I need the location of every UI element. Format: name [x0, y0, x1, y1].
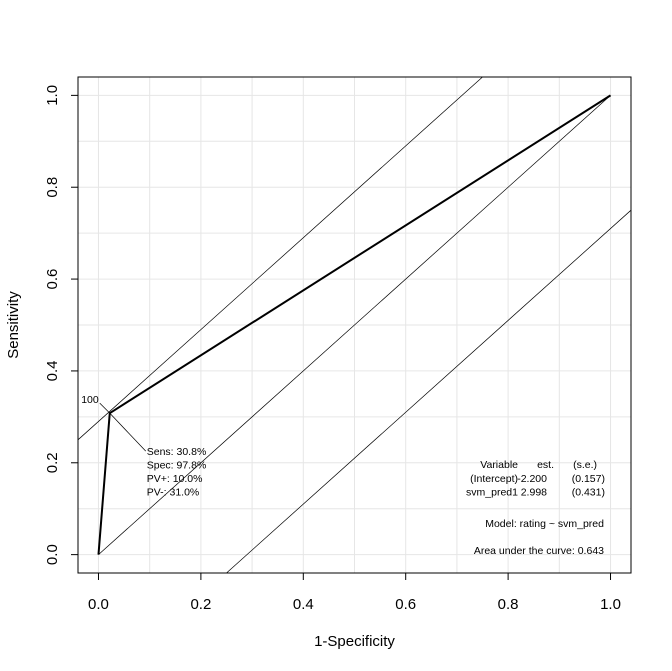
- x-tick-label: 0.2: [190, 596, 211, 613]
- auc-text: Area under the curve: 0.643: [474, 545, 604, 557]
- model-table-header: est.: [537, 459, 554, 471]
- y-tick-label: 0.8: [44, 177, 61, 198]
- plot-frame: [77, 76, 632, 574]
- model-table-header: (s.e.): [573, 459, 597, 471]
- y-tick-label: 0.6: [44, 269, 61, 290]
- y-tick-label: 0.4: [44, 360, 61, 381]
- cutpoint-stats-leader: [109, 412, 147, 452]
- model-table-cell: -2.200: [517, 473, 547, 485]
- reference-lines: [77, 76, 632, 574]
- cutpoint-stat: Spec: 97.8%: [147, 460, 207, 472]
- model-summary: Variable est. (s.e.) (Intercept) -2.200 (0.15…: [466, 459, 605, 557]
- cutpoint-label-leader: [99, 402, 110, 414]
- reference-line-1: [98, 95, 611, 555]
- cutpoint-stat: Sens: 30.8%: [147, 446, 207, 458]
- model-table-cell: svm_pred1: [466, 487, 518, 499]
- x-tick-label: 1.0: [600, 596, 621, 613]
- y-tick-label: 0.2: [44, 452, 61, 473]
- grid-lines: [78, 77, 631, 573]
- reference-line-2: [77, 76, 483, 441]
- cutpoint-annotation: 100 Sens: 30.8% Spec: 97.8%PV+: 10.0% PV-: …: [81, 394, 206, 499]
- x-tick-label: 0.0: [88, 596, 109, 613]
- x-tick-label: 0.4: [293, 596, 314, 613]
- model-table-header: Variable: [480, 459, 518, 471]
- x-axis-title: 1-Specificity: [314, 633, 395, 650]
- y-axis-title: Sensitivity: [5, 291, 22, 359]
- cutpoint-label: 100: [81, 394, 99, 406]
- cutpoint-stat: PV+: 10.0%: [147, 473, 203, 485]
- model-table-cell: 2.998: [521, 487, 547, 499]
- model-table-cell: (Intercept): [470, 473, 518, 485]
- model-formula: Model: rating ~ svm_pred: [485, 518, 604, 530]
- y-axis: 0.0 0.2 0.4 0.6 0.8 1.0: [44, 85, 78, 565]
- reference-line-3: [226, 209, 632, 574]
- x-tick-label: 0.8: [498, 596, 519, 613]
- model-table-cell: (0.157): [572, 473, 605, 485]
- y-tick-label: 0.0: [44, 544, 61, 565]
- y-tick-label: 1.0: [44, 85, 61, 106]
- x-tick-label: 0.6: [395, 596, 416, 613]
- cutpoint-stat: PV-: 31.0%: [147, 487, 200, 499]
- model-table-cell: (0.431): [572, 487, 605, 499]
- x-axis: 0.0 0.2 0.4 0.6 0.8 1.0: [88, 573, 621, 613]
